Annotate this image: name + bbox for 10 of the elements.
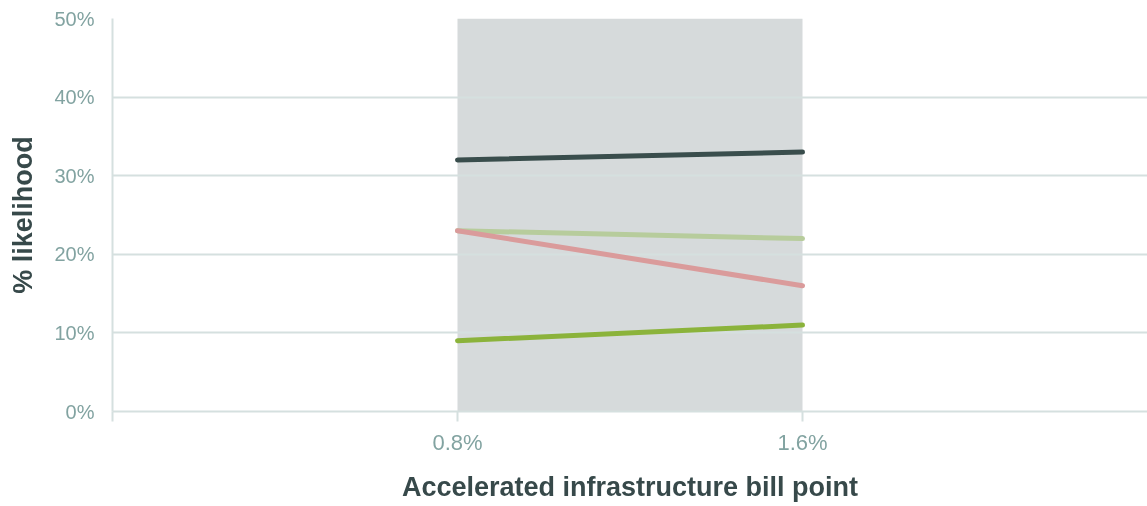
y-tick-label: 20% [54,243,95,266]
y-tick-label: 10% [54,321,95,344]
y-tick-label: 0% [65,400,95,423]
x-axis-title: Accelerated infrastructure bill point [401,471,859,502]
y-tick-label: 30% [54,164,95,187]
x-tick-label: 0.8% [432,429,483,455]
y-tick-label: 40% [54,86,95,109]
y-tick-label: 50% [54,7,95,30]
x-tick-label: 1.6% [777,429,828,455]
y-axis-title: % likelihood [8,136,39,294]
